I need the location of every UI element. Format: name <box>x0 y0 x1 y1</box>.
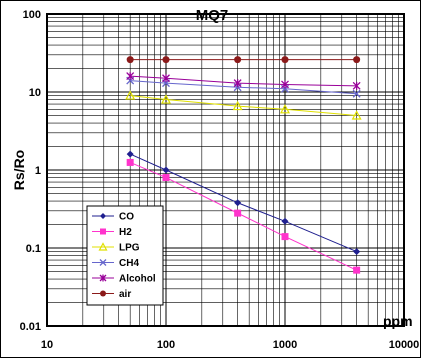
series-layer <box>125 56 362 274</box>
legend-label: air <box>119 289 131 300</box>
legend-box <box>86 205 164 306</box>
legend-label: H2 <box>119 227 132 238</box>
x-tick-label: 100 <box>157 339 175 351</box>
data-point-h2 <box>353 266 361 274</box>
x-axis-tick-labels: 10 100 1000 10000 <box>41 339 419 351</box>
legend-item-ch4: CH4 <box>92 258 139 269</box>
legend-marker <box>100 290 106 297</box>
y-tick-label: 0.1 <box>26 243 41 255</box>
series-air <box>126 56 361 64</box>
y-tick-label: 10 <box>29 87 41 99</box>
legend-label: CO <box>119 212 134 223</box>
data-point-air <box>126 56 134 64</box>
series-alcohol <box>126 72 361 90</box>
x-tick-label: 10000 <box>389 339 420 351</box>
data-point-alcohol <box>281 80 289 89</box>
x-axis-title: ppm <box>383 313 413 329</box>
data-point-alcohol <box>162 74 170 83</box>
x-tick-label: 10 <box>41 339 53 351</box>
data-point-co <box>281 217 289 225</box>
data-point-air <box>353 56 361 64</box>
data-point-air <box>162 56 170 64</box>
legend-marker <box>99 274 107 282</box>
x-tick-label: 1000 <box>273 339 297 351</box>
data-point-lpg <box>351 110 362 120</box>
legend-marker <box>98 242 108 251</box>
data-point-air <box>281 56 289 64</box>
y-tick-label: 1 <box>35 165 41 177</box>
data-point-lpg <box>232 100 243 111</box>
series-h2 <box>126 158 361 274</box>
data-point-air <box>234 56 242 64</box>
data-point-alcohol <box>233 79 242 88</box>
legend-item-air: air <box>92 289 131 300</box>
data-point-h2 <box>162 174 170 182</box>
legend-marker <box>100 228 106 235</box>
legend: CO H2 LPG CH4 Alcohol air <box>86 205 164 306</box>
data-point-lpg <box>280 104 290 114</box>
legend-item-alcohol: Alcohol <box>92 274 156 285</box>
y-axis-tick-labels: 100 10 1 0.1 0.01 <box>20 9 41 333</box>
data-point-h2 <box>234 209 242 217</box>
y-axis-title: Rs/Ro <box>11 150 27 190</box>
legend-marker <box>100 213 106 219</box>
data-point-h2 <box>126 158 134 166</box>
legend-label: Alcohol <box>119 274 156 285</box>
data-point-lpg <box>161 94 171 104</box>
data-point-alcohol <box>126 72 135 81</box>
data-point-ch4 <box>352 89 361 98</box>
data-point-alcohol <box>352 81 361 90</box>
series-line-lpg <box>130 95 357 116</box>
data-point-lpg <box>125 90 136 100</box>
data-point-co <box>126 150 134 158</box>
legend-label: CH4 <box>119 258 139 269</box>
data-point-co <box>162 166 170 174</box>
legend-label: LPG <box>119 243 140 254</box>
legend-marker <box>99 259 107 266</box>
chart-title: MQ7 <box>196 7 229 24</box>
series-co <box>126 150 361 256</box>
data-point-h2 <box>281 233 289 241</box>
legend-item-h2: H2 <box>92 227 132 238</box>
y-tick-label: 100 <box>23 9 41 21</box>
data-point-co <box>234 199 242 207</box>
legend-item-co: CO <box>92 212 134 223</box>
series-lpg <box>125 90 362 120</box>
legend-item-lpg: LPG <box>92 242 140 254</box>
y-tick-label: 0.01 <box>20 321 41 333</box>
data-point-co <box>353 248 361 256</box>
